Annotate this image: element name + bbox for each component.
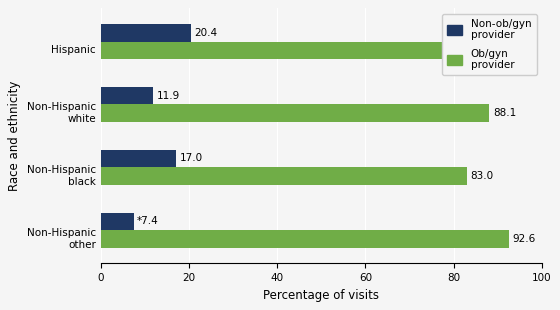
- Bar: [101, 42, 452, 59]
- Y-axis label: Race and ethnicity: Race and ethnicity: [8, 81, 21, 191]
- Text: 88.1: 88.1: [493, 108, 516, 118]
- Bar: [101, 87, 153, 104]
- Bar: [101, 150, 176, 167]
- Bar: [101, 24, 191, 42]
- Text: *7.4: *7.4: [137, 216, 159, 226]
- Text: 79.6: 79.6: [455, 46, 479, 55]
- Legend: Non-ob/gyn
provider, Ob/gyn
provider: Non-ob/gyn provider, Ob/gyn provider: [442, 14, 536, 76]
- Bar: [101, 212, 133, 230]
- Text: 83.0: 83.0: [470, 171, 493, 181]
- Text: 92.6: 92.6: [513, 234, 536, 244]
- Text: 17.0: 17.0: [179, 153, 203, 163]
- Bar: [101, 230, 509, 248]
- Bar: [101, 167, 467, 185]
- X-axis label: Percentage of visits: Percentage of visits: [263, 289, 379, 302]
- Text: 20.4: 20.4: [194, 28, 217, 38]
- Text: 11.9: 11.9: [157, 91, 180, 101]
- Bar: [101, 104, 489, 122]
